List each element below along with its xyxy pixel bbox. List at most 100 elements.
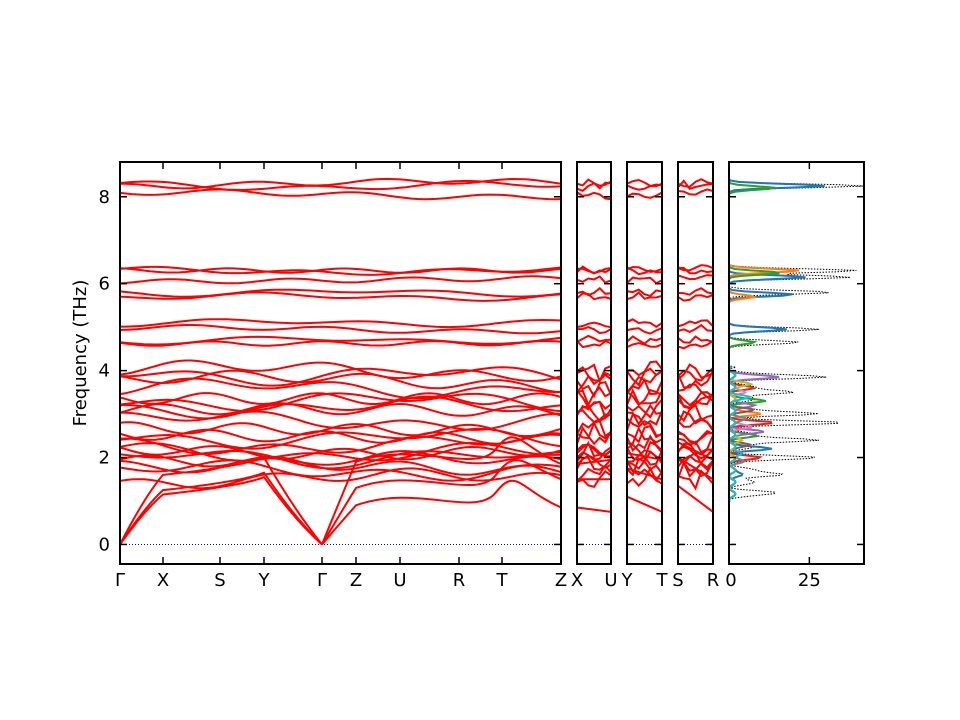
frames-layer	[119, 161, 865, 565]
acoustic-branch	[627, 467, 662, 481]
band-line	[120, 369, 561, 394]
x-tick-label: Y	[621, 570, 634, 591]
band-line	[627, 398, 662, 419]
acoustic-branch	[321, 436, 561, 545]
band-line	[678, 363, 713, 380]
dos-total-curve	[729, 170, 863, 536]
band-line	[678, 323, 713, 334]
band-line	[678, 447, 713, 468]
band-line	[120, 428, 561, 445]
dos-panel	[729, 170, 863, 536]
band-line	[120, 467, 561, 490]
band-line	[577, 426, 611, 446]
bands-layer	[120, 177, 713, 546]
band-line	[120, 421, 561, 438]
band-line	[678, 370, 713, 389]
band-line	[627, 178, 662, 188]
band-line	[627, 410, 662, 431]
dos-partial-curve	[729, 170, 800, 536]
band-line	[627, 266, 662, 276]
band-line	[678, 417, 713, 430]
acoustic-branch	[120, 475, 323, 546]
band-line	[678, 469, 713, 491]
x-tick-label: U	[604, 570, 617, 591]
band-line	[577, 380, 611, 399]
panel-frame	[677, 161, 714, 565]
band-line	[678, 339, 713, 350]
band-line	[627, 426, 662, 445]
band-line	[120, 366, 561, 387]
band-line	[627, 335, 662, 345]
band-line	[627, 291, 662, 301]
band-line	[120, 339, 561, 347]
band-line	[577, 326, 611, 335]
acoustic-branch	[627, 452, 662, 461]
x-tick-label: U	[393, 570, 406, 591]
dos-partial-curve	[729, 170, 753, 536]
band-line	[120, 392, 561, 413]
band-line	[577, 371, 611, 393]
band-line	[120, 291, 561, 302]
dos-partial-curve	[729, 170, 780, 536]
band-line	[577, 404, 611, 423]
band-line	[120, 449, 561, 470]
band-line	[577, 265, 611, 275]
band-line	[678, 188, 713, 196]
band-line	[577, 286, 611, 297]
band-line	[577, 386, 611, 408]
band-panel-3	[627, 178, 662, 545]
band-panel-1	[120, 177, 561, 546]
acoustic-branch	[627, 495, 662, 513]
x-tick-label: Z	[350, 570, 362, 591]
band-line	[627, 457, 662, 477]
band-line	[577, 191, 611, 201]
band-line	[678, 179, 713, 190]
x-tick-label: T	[496, 570, 509, 591]
panel-frame	[119, 161, 562, 565]
band-line	[120, 275, 561, 285]
band-line	[120, 359, 561, 383]
band-line	[678, 335, 713, 344]
x-tick-label: R	[453, 570, 466, 591]
band-line	[120, 188, 561, 201]
acoustic-branch	[321, 479, 561, 546]
y-tick-label: 0	[99, 534, 110, 555]
band-line	[627, 276, 662, 285]
panel-frame	[626, 161, 663, 565]
acoustic-branch	[120, 471, 323, 546]
x-tick-label: Z	[555, 570, 567, 591]
band-line	[120, 288, 561, 298]
x-tick-label: Γ	[115, 570, 125, 591]
x-tick-label: X	[571, 570, 583, 591]
band-panel-2	[577, 178, 611, 545]
band-line	[577, 292, 611, 301]
dos-partial-curve	[729, 170, 756, 536]
band-line	[627, 403, 662, 427]
band-line	[120, 265, 561, 276]
band-line	[120, 377, 561, 400]
band-line	[627, 424, 662, 444]
band-line	[120, 441, 561, 462]
band-line	[678, 266, 713, 275]
band-line	[627, 318, 662, 328]
dos-x-tick-label: 25	[798, 570, 821, 591]
x-tick-label: X	[157, 570, 169, 591]
dos-partial-curve	[729, 170, 780, 536]
band-line	[120, 459, 561, 482]
band-line	[120, 395, 561, 420]
band-line	[627, 288, 662, 298]
dos-partial-curve	[729, 170, 755, 536]
band-line	[627, 377, 662, 396]
dos-x-tick-label: 0	[725, 570, 736, 591]
band-line	[120, 445, 561, 461]
dos-partial-curve	[729, 170, 748, 536]
band-line	[577, 459, 611, 482]
y-tick-label: 4	[99, 361, 110, 382]
band-line	[120, 454, 561, 476]
band-line	[678, 264, 713, 272]
x-tick-label: R	[707, 570, 720, 591]
panel-frame	[576, 161, 612, 565]
band-line	[627, 387, 662, 406]
